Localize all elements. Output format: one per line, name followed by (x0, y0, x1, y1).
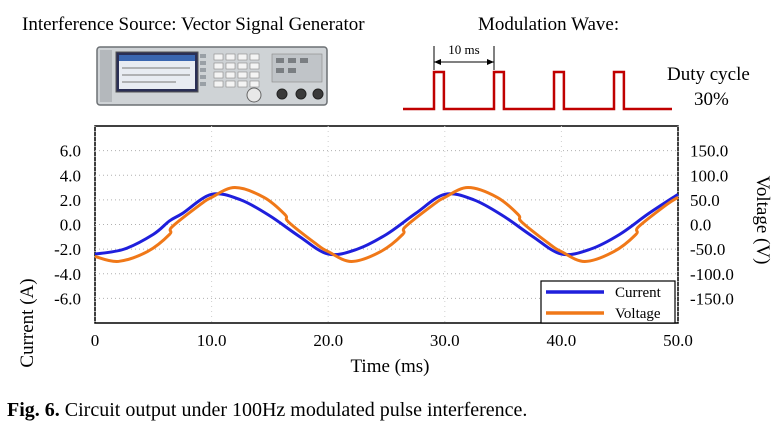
pulse-wave-diagram: 10 ms (403, 42, 672, 111)
series-line-voltage (94, 186, 679, 263)
circuit-output-chart: 6.04.02.00.0-2.0-4.0-6.0 150.0100.050.00… (17, 125, 773, 377)
y2-tick-label: 150.0 (690, 142, 728, 161)
x-tick-label: 40.0 (547, 331, 577, 350)
y-tick-label: 2.0 (60, 191, 81, 210)
source-title: Interference Source: Vector Signal Gener… (22, 14, 365, 35)
y-tick-label: 4.0 (60, 166, 81, 185)
x-tick-label: 50.0 (663, 331, 693, 350)
y2-tick-label: 100.0 (690, 166, 728, 185)
pulse-wave-line (403, 70, 672, 111)
y-tick-label: 6.0 (60, 142, 81, 161)
right-axis-ticks: 150.0 100.0 50.0 0.0 -50.0 -100.0 -150.0 (690, 142, 734, 309)
y2-tick-label: -100.0 (690, 265, 734, 284)
x-axis-ticks: 0 10.0 20.0 30.0 40.0 50.0 (91, 331, 693, 350)
modulation-title: Modulation Wave: (478, 14, 620, 35)
y-axis-label: Current (A) (17, 278, 38, 367)
y2-tick-label: -150.0 (690, 289, 734, 308)
figure-caption: Fig. 6. Circuit output under 100Hz modul… (7, 399, 527, 422)
duty-cycle-value: 30% (694, 89, 729, 110)
duty-cycle-label: Duty cycle (667, 64, 750, 85)
caption-text: Circuit output under 100Hz modulated pul… (59, 399, 528, 421)
y-tick-label: -2.0 (54, 240, 81, 259)
x-tick-label: 20.0 (313, 331, 343, 350)
series-line-current (94, 192, 679, 257)
y2-tick-label: -50.0 (690, 240, 725, 259)
y-tick-label: -4.0 (54, 265, 81, 284)
caption-label: Fig. 6. (7, 399, 60, 421)
period-marker-arrow-right (487, 59, 494, 65)
x-tick-label: 10.0 (197, 331, 227, 350)
x-axis-label: Time (ms) (350, 356, 429, 377)
legend-voltage-label: Voltage (615, 306, 661, 322)
series (94, 186, 679, 263)
y2-tick-label: 0.0 (690, 216, 711, 235)
y-tick-label: 0.0 (60, 216, 81, 235)
left-axis-ticks: 6.0 4.0 2.0 0.0 -2.0 -4.0 -6.0 (54, 142, 81, 309)
x-tick-label: 30.0 (430, 331, 460, 350)
signal-generator-image (96, 46, 328, 106)
y-tick-label: -6.0 (54, 289, 81, 308)
period-marker-arrow-left (434, 59, 441, 65)
legend-current-label: Current (615, 285, 662, 301)
y2-tick-label: 50.0 (690, 191, 720, 210)
legend: Current Voltage (540, 280, 676, 324)
period-label: 10 ms (448, 42, 479, 57)
legend-box (540, 280, 676, 324)
x-tick-label: 0 (91, 331, 100, 350)
y2-axis-label: Voltage (V) (752, 176, 773, 265)
